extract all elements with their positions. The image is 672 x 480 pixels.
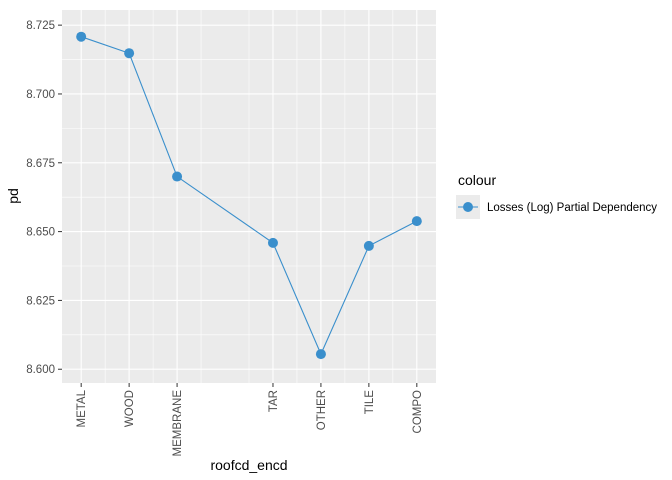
x-tick-label: METAL (76, 389, 88, 427)
legend-label: Losses (Log) Partial Dependency (487, 202, 657, 214)
y-tick-label: 8.675 (26, 158, 55, 170)
x-axis-title: roofcd_encd (210, 457, 287, 473)
x-tick-label: TILE (364, 390, 376, 415)
data-point (315, 349, 326, 360)
x-tick-label: OTHER (316, 390, 328, 430)
y-tick-label: 8.725 (26, 20, 55, 32)
data-point (124, 48, 135, 59)
y-axis: 8.600 8.625 8.650 8.675 8.700 8.725 (26, 20, 62, 376)
data-point (363, 240, 374, 251)
x-tick-label: MEMBRANE (172, 390, 184, 457)
data-point (172, 171, 183, 182)
y-tick-label: 8.700 (26, 89, 55, 101)
y-tick-label: 8.600 (26, 364, 55, 376)
legend-title: colour (458, 172, 496, 188)
y-axis-title: pd (5, 188, 21, 204)
x-axis: METAL WOOD MEMBRANE TAR OTHER TILE COMPO (76, 383, 424, 456)
data-point (76, 31, 87, 42)
data-point (411, 216, 422, 227)
legend: colour Losses (Log) Partial Dependency (456, 172, 657, 219)
x-tick-label: WOOD (124, 390, 136, 427)
data-series (76, 31, 422, 360)
legend-key-point (463, 202, 473, 212)
gridlines (62, 10, 436, 383)
y-tick-label: 8.625 (26, 295, 55, 307)
x-tick-label: TAR (268, 390, 280, 412)
data-point (267, 237, 278, 248)
y-tick-label: 8.650 (26, 227, 55, 239)
x-tick-label: COMPO (412, 390, 424, 434)
